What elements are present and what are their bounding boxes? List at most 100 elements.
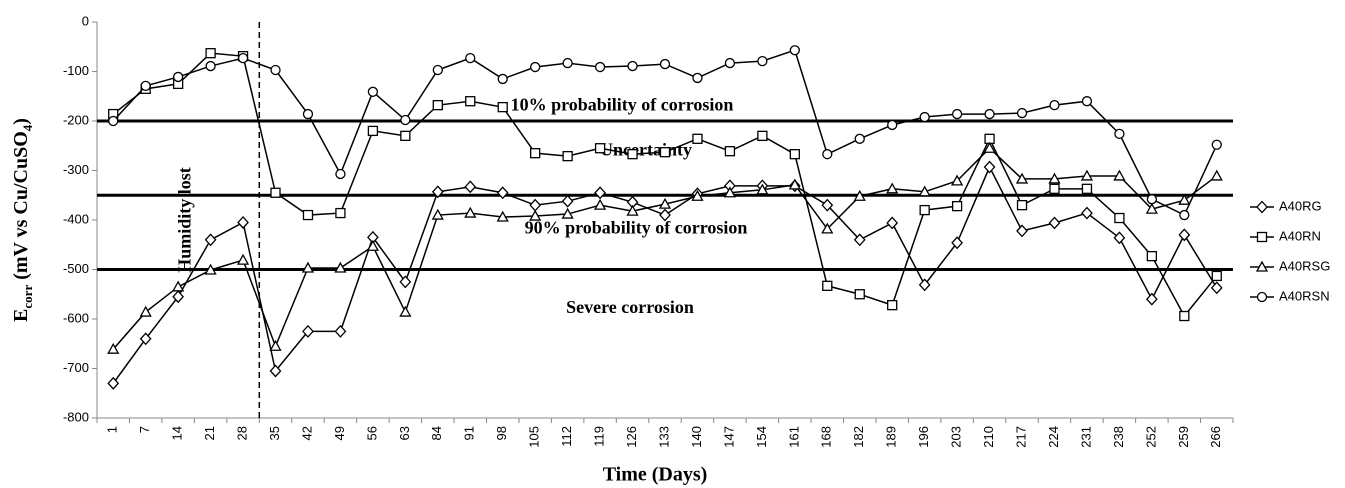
x-tick-label: 168 bbox=[819, 426, 834, 448]
marker bbox=[854, 289, 865, 300]
x-tick-label: 21 bbox=[202, 426, 217, 440]
marker bbox=[1179, 209, 1190, 221]
marker bbox=[139, 305, 152, 317]
marker bbox=[1015, 172, 1029, 184]
marker bbox=[529, 209, 542, 221]
x-tick-label: 210 bbox=[981, 426, 996, 448]
x-tick-label: 182 bbox=[851, 426, 866, 448]
x-tick-label: 126 bbox=[624, 426, 639, 448]
marker bbox=[788, 178, 801, 190]
x-tick-label: 91 bbox=[462, 426, 477, 440]
x-tick-label: 49 bbox=[332, 426, 347, 440]
marker bbox=[822, 149, 833, 160]
x-tick-label: 203 bbox=[949, 426, 964, 448]
marker bbox=[237, 52, 249, 64]
marker bbox=[302, 108, 314, 120]
x-tick-label: 112 bbox=[559, 426, 574, 447]
marker bbox=[497, 73, 508, 85]
marker bbox=[1179, 310, 1190, 322]
marker bbox=[692, 72, 703, 84]
x-tick-label: 189 bbox=[884, 426, 899, 448]
marker bbox=[723, 186, 737, 198]
marker bbox=[853, 189, 866, 201]
x-tick-label: 217 bbox=[1013, 426, 1028, 448]
marker bbox=[594, 186, 606, 200]
marker bbox=[1048, 172, 1061, 184]
x-tick-label: 238 bbox=[1111, 426, 1126, 448]
marker bbox=[658, 197, 672, 209]
marker bbox=[594, 61, 606, 73]
marker bbox=[757, 130, 768, 142]
legend-label: A40RSG bbox=[1279, 258, 1330, 273]
marker bbox=[302, 209, 314, 221]
marker bbox=[1049, 100, 1060, 111]
marker bbox=[1016, 107, 1028, 119]
x-tick-label: 133 bbox=[656, 426, 671, 448]
marker bbox=[400, 114, 411, 126]
marker bbox=[496, 186, 509, 200]
legend-label: A40RG bbox=[1279, 198, 1322, 213]
marker bbox=[236, 253, 250, 265]
marker bbox=[562, 57, 573, 69]
x-tick-label: 154 bbox=[754, 426, 769, 448]
marker bbox=[659, 208, 671, 222]
y-tick-label: -300 bbox=[63, 162, 89, 177]
marker bbox=[530, 148, 541, 159]
marker bbox=[1210, 169, 1223, 181]
y-axis-title: Ecorr (mV vs Cu/CuSO4) bbox=[10, 118, 36, 322]
marker bbox=[270, 64, 281, 76]
y-axis-title-part: corr bbox=[20, 285, 35, 309]
marker bbox=[984, 108, 995, 120]
marker bbox=[1178, 193, 1191, 205]
x-tick-label: 98 bbox=[494, 426, 509, 440]
y-tick-label: -800 bbox=[63, 409, 89, 424]
x-tick-label: 140 bbox=[689, 426, 704, 448]
marker bbox=[335, 207, 346, 219]
marker bbox=[659, 58, 671, 70]
marker bbox=[854, 133, 865, 144]
marker bbox=[756, 183, 769, 195]
marker bbox=[270, 187, 281, 198]
marker bbox=[334, 324, 347, 338]
marker bbox=[1178, 228, 1191, 242]
marker bbox=[983, 160, 996, 174]
marker bbox=[593, 198, 607, 210]
x-tick-label: 56 bbox=[364, 426, 379, 440]
marker bbox=[691, 189, 704, 201]
marker bbox=[1080, 169, 1094, 181]
marker bbox=[1114, 128, 1125, 140]
marker bbox=[1048, 216, 1061, 230]
x-tick-label: 28 bbox=[234, 426, 249, 440]
zone-label: 90% probability of corrosion bbox=[525, 218, 748, 238]
marker bbox=[432, 64, 443, 76]
marker bbox=[983, 141, 996, 153]
marker bbox=[464, 206, 477, 218]
y-axis-title-part: 4 bbox=[20, 124, 35, 131]
marker bbox=[431, 185, 444, 199]
marker bbox=[1049, 183, 1060, 194]
marker bbox=[1146, 250, 1158, 262]
marker bbox=[1113, 231, 1126, 245]
x-tick-label: 266 bbox=[1208, 426, 1223, 448]
marker bbox=[1016, 199, 1028, 211]
marker bbox=[659, 147, 671, 158]
marker bbox=[431, 208, 444, 220]
marker bbox=[789, 149, 800, 160]
marker bbox=[1016, 224, 1028, 238]
marker bbox=[887, 119, 898, 131]
marker bbox=[204, 233, 217, 247]
marker bbox=[465, 52, 476, 64]
x-tick-label: 161 bbox=[786, 426, 801, 448]
x-tick-label: 42 bbox=[299, 426, 314, 440]
marker bbox=[1146, 194, 1158, 205]
y-tick-label: -400 bbox=[63, 211, 89, 226]
marker bbox=[692, 133, 703, 144]
marker bbox=[335, 168, 346, 180]
marker bbox=[237, 216, 249, 229]
marker bbox=[140, 80, 151, 92]
marker bbox=[1210, 281, 1223, 295]
marker bbox=[919, 111, 930, 123]
x-tick-label: 231 bbox=[1078, 426, 1093, 448]
x-tick-label: 1 bbox=[105, 426, 120, 433]
marker bbox=[465, 96, 476, 107]
